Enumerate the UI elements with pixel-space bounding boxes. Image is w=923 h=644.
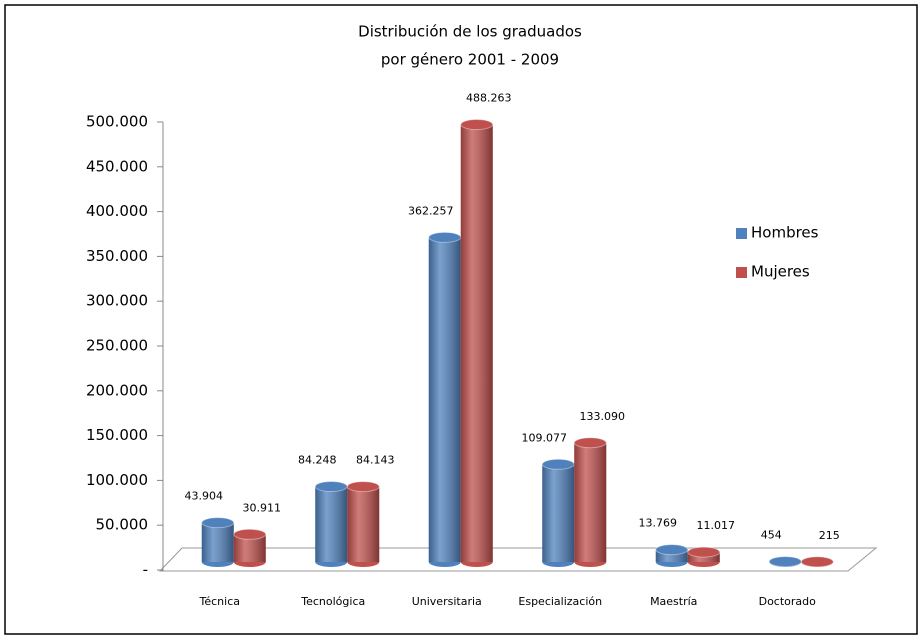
bar-top — [347, 482, 379, 492]
y-tick-label: - — [143, 561, 148, 579]
data-label: 488.263 — [466, 92, 512, 105]
data-label: 109.077 — [522, 431, 568, 444]
bar-shade — [461, 125, 493, 562]
legend-swatch — [736, 228, 747, 239]
bar-shade — [574, 443, 606, 562]
data-label: 454 — [761, 529, 782, 542]
bar-top — [688, 547, 720, 557]
legend-label: Mujeres — [751, 263, 810, 281]
data-label: 362.257 — [408, 204, 454, 217]
y-tick-label: 150.000 — [86, 426, 148, 444]
y-tick-label: 100.000 — [86, 471, 148, 489]
bar-shade — [315, 487, 347, 562]
x-tick-label: Maestría — [650, 595, 697, 608]
x-tick-label: Especialización — [518, 595, 602, 608]
x-tick-label: Técnica — [199, 595, 240, 608]
bar-top — [461, 120, 493, 130]
bar-top — [234, 529, 266, 539]
data-label: 30.911 — [243, 501, 282, 514]
legend-swatch — [736, 267, 747, 278]
x-tick-label: Universitaria — [412, 595, 482, 608]
bar-top — [202, 518, 234, 528]
bar-top — [429, 232, 461, 242]
y-tick-label: 450.000 — [86, 157, 148, 175]
bar-shade — [542, 464, 574, 562]
bar-top — [315, 482, 347, 492]
bar-top — [801, 557, 833, 567]
data-label: 13.769 — [639, 517, 678, 530]
x-tick-label: Doctorado — [759, 595, 817, 608]
bar-top — [542, 459, 574, 469]
chart-title: por género 2001 - 2009 — [381, 51, 559, 69]
bar-top — [656, 545, 688, 555]
data-label: 84.143 — [356, 454, 395, 467]
y-tick-label: 200.000 — [86, 381, 148, 399]
x-tick-label: Tecnológica — [300, 595, 365, 608]
data-label: 133.090 — [580, 410, 626, 423]
bar-top — [574, 438, 606, 448]
y-tick-label: 50.000 — [96, 516, 149, 534]
data-label: 84.248 — [298, 454, 337, 467]
bar-shade — [202, 523, 234, 562]
y-tick-label: 250.000 — [86, 337, 148, 355]
data-label: 43.904 — [185, 490, 224, 503]
bar-top — [769, 557, 801, 567]
data-label: 215 — [819, 529, 840, 542]
bar-shade — [347, 487, 379, 562]
y-tick-label: 400.000 — [86, 202, 148, 220]
floor — [160, 548, 876, 571]
data-label: 11.017 — [697, 519, 736, 532]
y-tick-label: 300.000 — [86, 292, 148, 310]
legend-label: Hombres — [751, 224, 819, 242]
bar-shade — [429, 237, 461, 562]
chart-title: Distribución de los graduados — [358, 23, 582, 41]
y-tick-label: 500.000 — [86, 113, 148, 131]
y-tick-label: 350.000 — [86, 247, 148, 265]
